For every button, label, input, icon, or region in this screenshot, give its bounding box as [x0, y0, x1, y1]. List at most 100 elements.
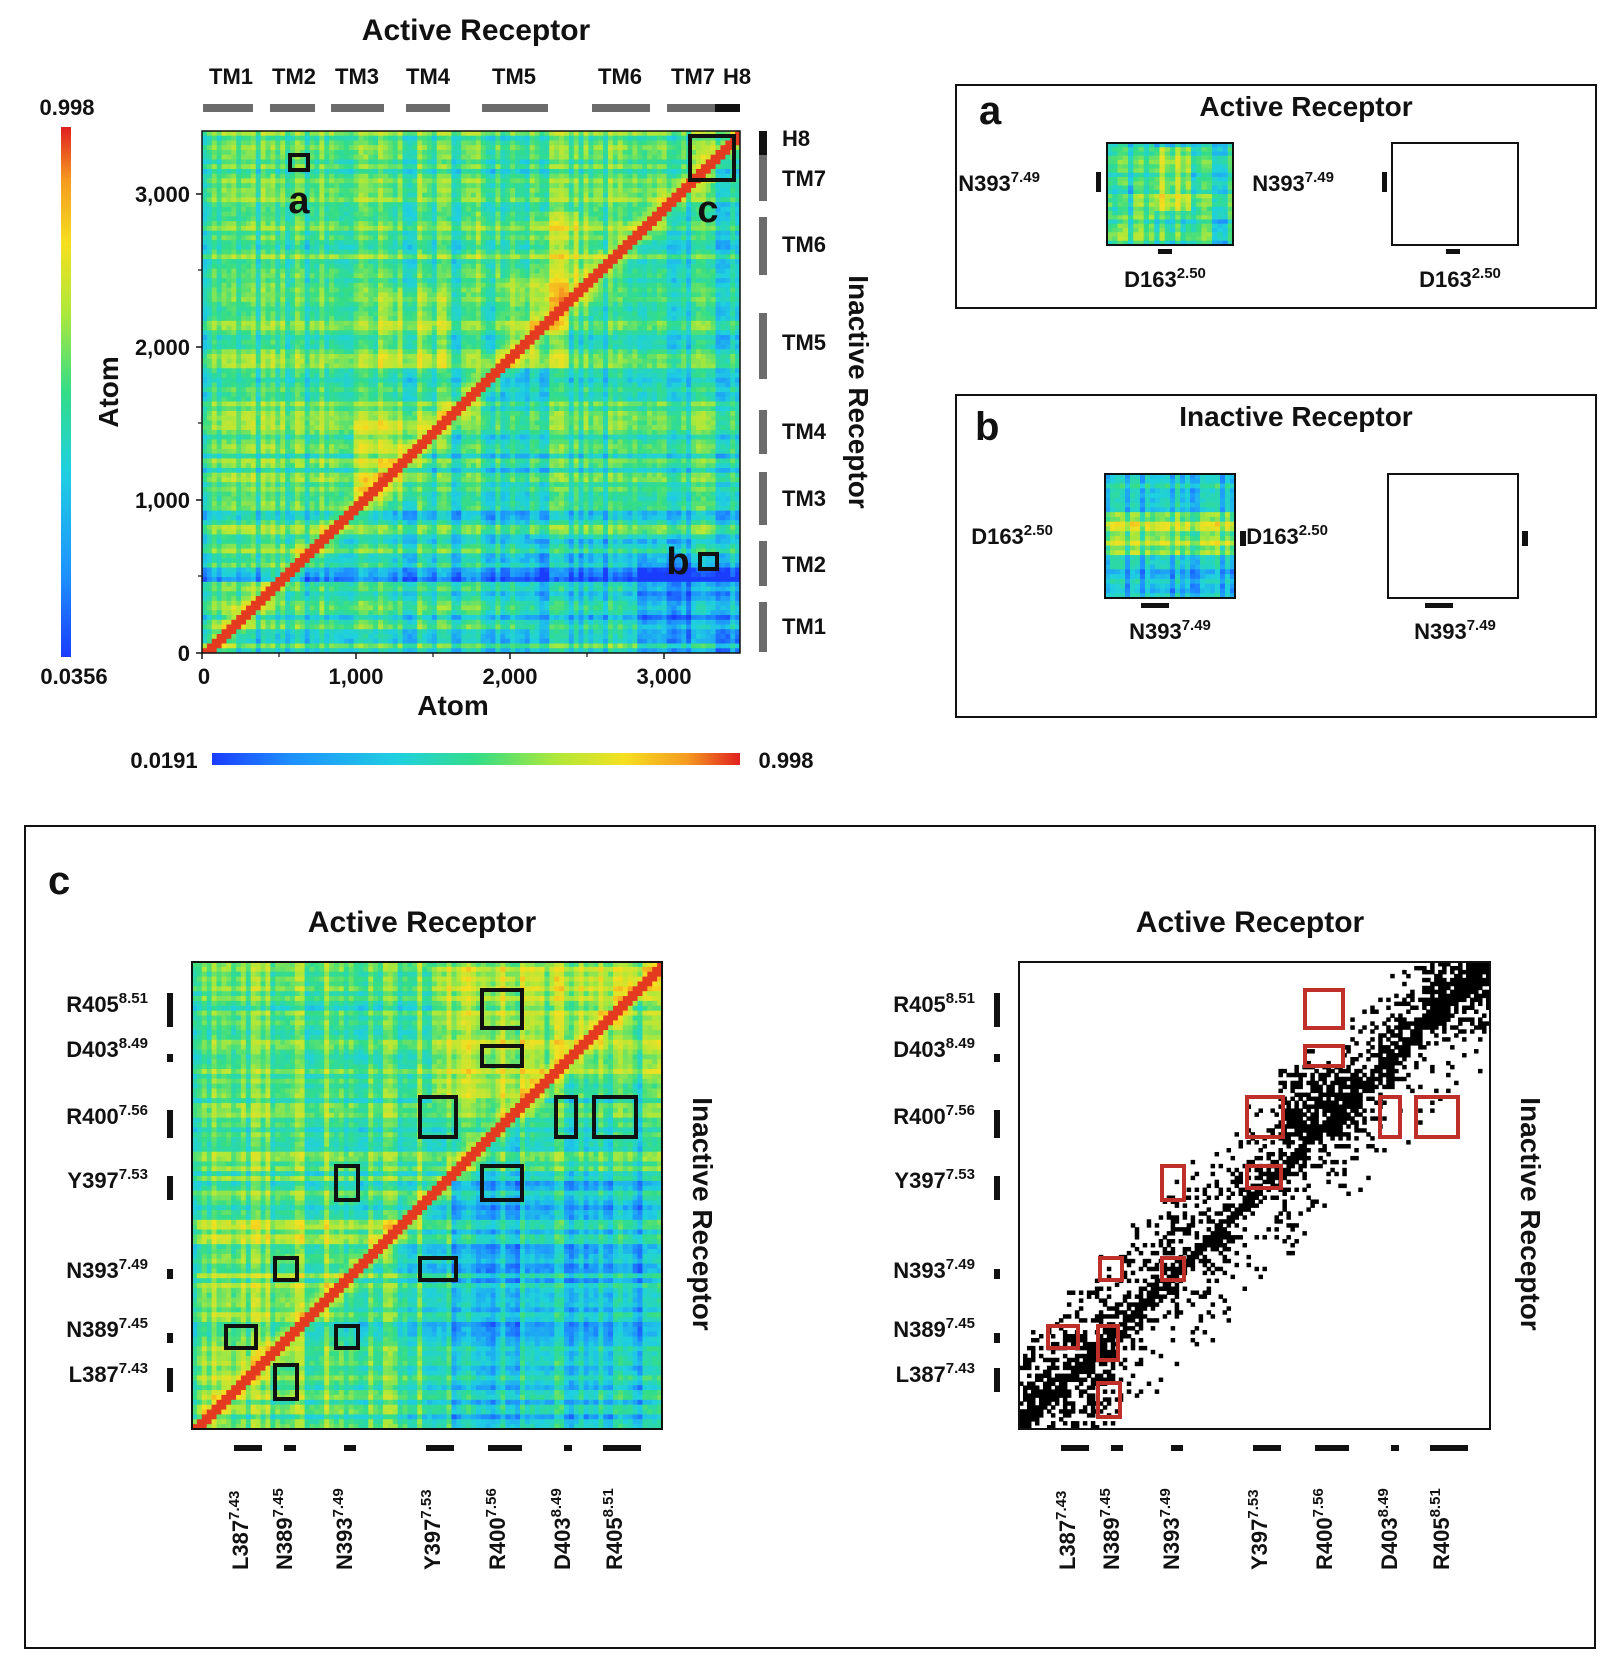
heat-cell: [554, 145, 560, 151]
heat-cell: [275, 202, 281, 208]
heat-cell: [461, 230, 467, 236]
heat-cell: [255, 197, 262, 203]
heat-cell: [730, 339, 736, 346]
heat-cell: [368, 330, 374, 336]
heat-cell: [363, 197, 369, 203]
heat-cell: [260, 297, 267, 303]
heat-cell: [627, 311, 633, 317]
heat-cell: [241, 316, 247, 322]
heat-cell: [661, 235, 668, 241]
heat-cell: [549, 149, 555, 156]
heat-cell: [515, 268, 521, 274]
heat-cell: [554, 339, 560, 346]
heat-cell: [500, 221, 506, 227]
heat-cell: [549, 183, 555, 189]
heat-cell: [603, 244, 609, 251]
heat-cell: [505, 192, 511, 199]
heat-cell: [309, 273, 316, 279]
heat-cell: [681, 131, 687, 137]
heat-cell: [661, 339, 668, 346]
heat-cell: [285, 154, 291, 161]
heat-cell: [446, 131, 453, 137]
heat-cell: [568, 221, 575, 227]
heat-cell: [226, 197, 232, 203]
heat-cell: [206, 168, 213, 175]
heat-cell: [417, 192, 423, 199]
heat-cell: [593, 292, 599, 298]
heat-cell: [231, 154, 237, 161]
heat-cell: [343, 202, 350, 208]
heat-cell: [329, 297, 335, 303]
heat-cell: [206, 316, 213, 322]
heat-cell: [446, 187, 453, 194]
heat-cell: [710, 187, 717, 194]
heat-cell: [485, 301, 492, 308]
heat-cell: [593, 316, 599, 322]
heat-cell: [617, 225, 624, 232]
heat-cell: [324, 320, 330, 327]
heat-cell: [735, 249, 740, 255]
heat-cell: [661, 131, 668, 137]
heat-cell: [661, 259, 668, 265]
heat-cell: [324, 339, 330, 346]
heat-cell: [617, 221, 624, 227]
heat-cell: [285, 325, 291, 331]
heat-cell: [603, 249, 609, 255]
heat-cell: [324, 273, 330, 279]
heat-cell: [519, 254, 526, 260]
heat-cell: [417, 197, 423, 203]
heat-cell: [480, 225, 487, 232]
heat-cell: [241, 168, 247, 175]
heat-cell: [250, 206, 257, 213]
heat-cell: [656, 297, 663, 303]
heat-cell: [324, 268, 330, 274]
heat-cell: [529, 145, 536, 151]
heat-cell: [446, 197, 453, 203]
heat-cell: [710, 197, 717, 203]
heat-cell: [505, 278, 511, 284]
heat-cell: [720, 282, 726, 289]
heat-cell: [529, 259, 536, 265]
heat-cell: [275, 149, 281, 156]
heat-cell: [632, 216, 638, 222]
heat-cell: [637, 168, 643, 175]
heat-cell: [368, 183, 374, 189]
heat-cell: [334, 211, 340, 218]
heat-cell: [505, 320, 511, 327]
heat-cell: [446, 192, 453, 199]
heat-cell: [534, 216, 541, 222]
heat-cell: [392, 221, 399, 227]
heat-cell: [583, 168, 589, 175]
heat-cell: [397, 230, 404, 236]
heat-cell: [451, 249, 457, 255]
heat-cell: [294, 282, 301, 289]
heat-cell: [358, 202, 364, 208]
heat-cell: [622, 178, 629, 184]
heat-cell: [441, 135, 448, 142]
heat-cell: [343, 183, 350, 189]
heat-cell: [358, 301, 364, 308]
heat-cell: [603, 240, 609, 246]
heat-cell: [519, 259, 526, 265]
heat-cell: [211, 145, 218, 151]
heat-cell: [304, 183, 311, 189]
heat-cell: [402, 259, 409, 265]
heat-cell: [426, 140, 433, 146]
heat-cell: [255, 263, 262, 270]
heat-cell: [578, 202, 585, 208]
heat-cell: [338, 135, 345, 142]
heat-cell: [549, 135, 555, 142]
heat-cell: [270, 311, 276, 317]
heat-cell: [534, 202, 541, 208]
heat-cell: [246, 140, 252, 146]
heat-cell: [505, 263, 511, 270]
heat-cell: [730, 263, 736, 270]
heat-cell: [519, 145, 526, 151]
heat-cell: [382, 244, 389, 251]
heat-cell: [378, 259, 384, 265]
heat-cell: [431, 159, 438, 165]
heat-cell: [691, 287, 697, 293]
heat-cell: [578, 149, 585, 156]
heat-cell: [549, 268, 555, 274]
heat-cell: [343, 140, 350, 146]
